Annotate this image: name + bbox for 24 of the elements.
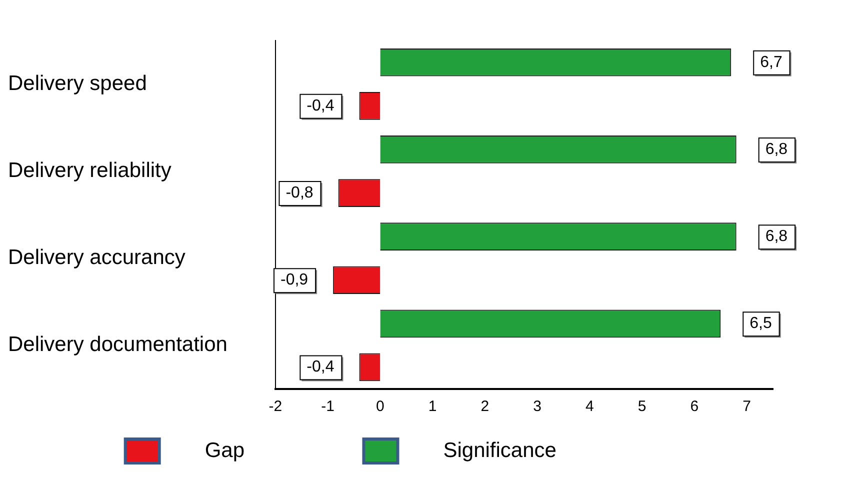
x-tick-label: 5	[638, 398, 646, 416]
data-label: -0,8	[286, 184, 314, 202]
legend-label: Gap	[170, 438, 344, 462]
x-tick-label: 0	[376, 398, 384, 416]
data-label: 6,5	[750, 315, 772, 332]
y-tick-label: Delivery speed	[8, 72, 147, 95]
data-label: -0,4	[306, 358, 334, 376]
data-label: 6,7	[760, 54, 782, 71]
x-tick-label: 3	[533, 398, 542, 416]
x-tick-label: 6	[690, 398, 699, 416]
x-tick-label: -1	[321, 398, 334, 416]
data-label: 6,8	[765, 228, 788, 245]
x-tick-label: -2	[268, 398, 282, 416]
y-tick-label: Delivery reliability	[8, 159, 172, 182]
data-label: -0,4	[306, 97, 334, 114]
x-tick-label: 1	[428, 398, 437, 416]
y-tick-label: Delivery documentation	[8, 333, 228, 356]
data-label: -0,9	[280, 272, 308, 289]
x-tick-label: 7	[742, 398, 751, 416]
y-tick-label: Delivery accurancy	[8, 246, 186, 270]
x-tick-label: 4	[586, 398, 594, 416]
x-tick-label: 2	[480, 398, 490, 416]
data-label: 6,8	[765, 140, 788, 158]
legend-label: Significance	[408, 438, 656, 462]
